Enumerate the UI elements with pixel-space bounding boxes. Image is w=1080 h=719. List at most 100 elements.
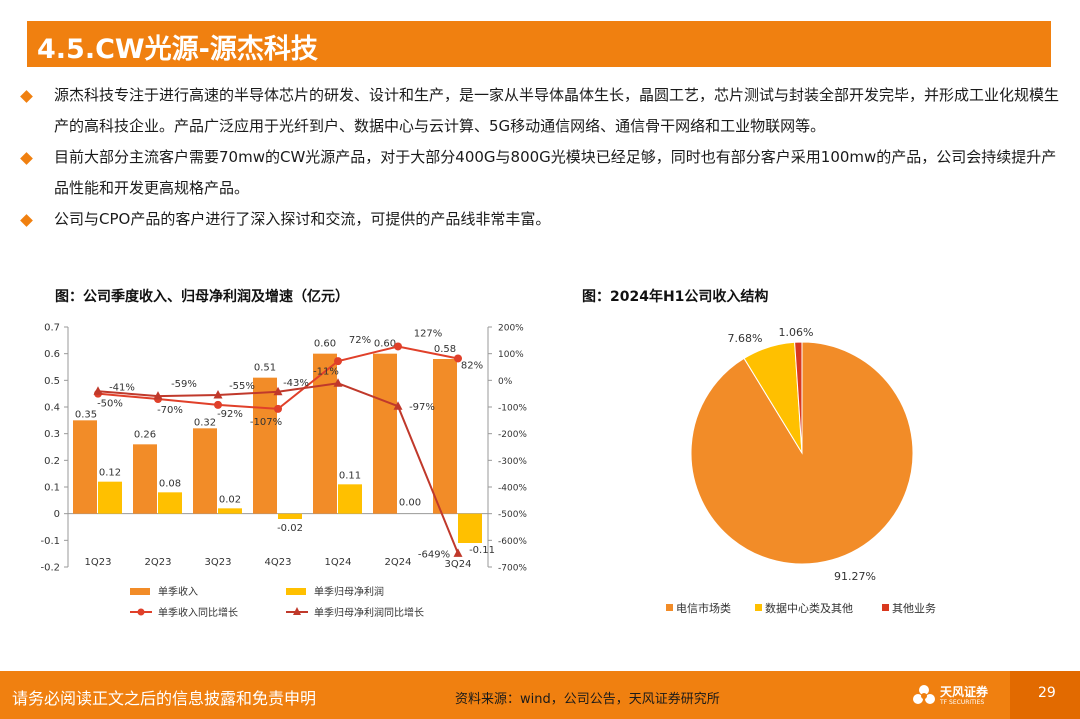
profit-growth-label: -11%: [313, 366, 339, 377]
y2-tick-label: 0%: [498, 377, 513, 387]
y-tick-label: 0.6: [44, 349, 60, 360]
legend-profit-growth-label: 单季归母净利润同比增长: [314, 606, 424, 619]
bullet-text: 公司与CPO产品的客户进行了深入探讨和交流，可提供的产品线非常丰富。: [54, 210, 551, 228]
revenue-bar: [433, 359, 457, 514]
pinwheel-icon: [913, 685, 935, 704]
revenue-value-label: 0.51: [254, 363, 276, 374]
pie-slice: [794, 341, 803, 454]
y2-tick-label: 200%: [498, 324, 524, 334]
revenue-value-label: 0.35: [75, 409, 97, 420]
profit-bar: [458, 513, 482, 543]
y-tick-label: 0.3: [44, 429, 60, 440]
profit-value-label: 0.12: [99, 468, 121, 479]
revenue-value-label: 0.60: [314, 339, 336, 350]
y-tick-label: -0.1: [40, 536, 60, 547]
profit-growth-label: -97%: [409, 402, 435, 413]
y-tick-label: 0: [54, 509, 60, 520]
bullet-item: 目前大部分主流客户需要70mw的CW光源产品，对于大部分400G与800G光模块…: [20, 142, 1062, 204]
profit-bar: [158, 492, 182, 514]
profit-growth-point: [93, 386, 103, 395]
revenue-growth-point: [274, 404, 282, 413]
revenue-growth-point: [334, 357, 342, 366]
revenue-growth-label: -70%: [157, 405, 183, 416]
page-number: 29: [1038, 685, 1056, 701]
profit-growth-label: -59%: [171, 379, 197, 390]
x-tick-label: 2Q23: [145, 557, 172, 568]
pie-label-datacenter: 7.68%: [728, 332, 763, 345]
revenue-growth-line: [97, 345, 459, 410]
legend-profit-growth-marker: [293, 607, 301, 615]
y-tick-label: 0.5: [44, 376, 60, 387]
title-bar: 4.5.CW光源-源杰科技: [27, 21, 1051, 67]
bullet-item: 源杰科技专注于进行高速的半导体芯片的研发、设计和生产，是一家从半导体晶体生长，晶…: [20, 80, 1062, 142]
legend-profit-swatch: [286, 588, 306, 595]
profit-value-label: -0.02: [277, 523, 303, 534]
pie-chart-title: 图：2024年H1公司收入结构: [582, 289, 769, 305]
bullet-text: 源杰科技专注于进行高速的半导体芯片的研发、设计和生产，是一家从半导体晶体生长，晶…: [54, 86, 1060, 135]
profit-growth-point: [393, 401, 403, 410]
pie-legend-label: 其他业务: [892, 602, 936, 615]
profit-growth-label: -43%: [283, 378, 309, 389]
y-tick-label: -0.2: [40, 563, 60, 574]
x-tick-label: 4Q23: [265, 557, 292, 568]
profit-bar: [218, 508, 242, 514]
bullet-text: 目前大部分主流客户需要70mw的CW光源产品，对于大部分400G与800G光模块…: [54, 148, 1057, 197]
profit-growth-point: [213, 390, 223, 399]
revenue-growth-point: [454, 354, 462, 363]
disclaimer-text: 请务必阅读正文之后的信息披露和免责申明: [12, 689, 317, 708]
pie-legend-swatch: [882, 604, 889, 611]
profit-bar: [338, 484, 362, 514]
revenue-bar: [73, 420, 97, 514]
profit-growth-label: -55%: [229, 381, 255, 392]
revenue-value-label: 0.60: [374, 339, 396, 350]
x-tick-label: 2Q24: [385, 557, 412, 568]
revenue-growth-point: [214, 400, 222, 409]
pie-legend-label: 电信市场类: [676, 601, 731, 615]
x-tick-label: 1Q24: [325, 557, 352, 568]
profit-growth-point: [273, 386, 283, 396]
revenue-growth-label: 127%: [414, 328, 443, 339]
logo-name: 天风证券: [940, 685, 989, 699]
y-tick-label: 0.7: [44, 323, 60, 334]
revenue-growth-label: 82%: [461, 360, 483, 371]
legend-revenue-growth-marker: [137, 608, 145, 616]
revenue-growth-label: 72%: [349, 335, 371, 346]
profit-bar: [278, 513, 302, 519]
pie-label-other: 1.06%: [779, 326, 814, 339]
profit-growth-point: [333, 378, 343, 387]
revenue-bar: [253, 377, 277, 514]
tf-securities-logo: 天风证券 TF SECURITIES: [910, 680, 990, 712]
y2-tick-label: -100%: [498, 404, 527, 414]
y2-tick-label: 100%: [498, 350, 524, 360]
revenue-bar: [193, 428, 217, 514]
profit-growth-point: [453, 548, 463, 557]
y2-tick-label: -600%: [498, 537, 527, 547]
y-tick-label: 0.4: [44, 403, 60, 414]
revenue-growth-point: [394, 342, 402, 351]
profit-bar: [98, 481, 122, 514]
x-tick-label: 3Q24: [445, 559, 472, 570]
x-tick-label: 3Q23: [205, 557, 232, 568]
y2-tick-label: -400%: [498, 484, 527, 494]
bullet-item: 公司与CPO产品的客户进行了深入探讨和交流，可提供的产品线非常丰富。: [20, 204, 1062, 235]
revenue-value-label: 0.26: [134, 429, 156, 440]
profit-value-label: 0.02: [219, 494, 241, 505]
profit-value-label: 0.00: [399, 498, 421, 509]
revenue-bar: [133, 444, 157, 514]
y2-tick-label: -300%: [498, 457, 527, 467]
profit-growth-label: -649%: [418, 549, 450, 560]
footer: 请务必阅读正文之后的信息披露和免责申明 资料来源：wind，公司公告，天风证券研…: [0, 671, 1080, 719]
legend-profit-label: 单季归母净利润: [314, 585, 384, 598]
revenue-growth-label: -107%: [250, 417, 282, 428]
revenue-value-label: 0.58: [434, 344, 456, 355]
revenue-growth-label: -50%: [97, 399, 123, 410]
pie-label-telecom: 91.27%: [834, 570, 876, 583]
source-text: 资料来源：wind，公司公告，天风证券研究所: [455, 692, 720, 707]
profit-growth-point: [153, 391, 163, 400]
y2-tick-label: -500%: [498, 510, 527, 520]
page-number-box: 29: [1010, 671, 1080, 719]
pie-legend-swatch: [666, 604, 673, 611]
bullet-list: 源杰科技专注于进行高速的半导体芯片的研发、设计和生产，是一家从半导体晶体生长，晶…: [20, 80, 1062, 235]
y2-tick-label: -700%: [498, 564, 527, 574]
revenue-bar: [313, 353, 337, 514]
